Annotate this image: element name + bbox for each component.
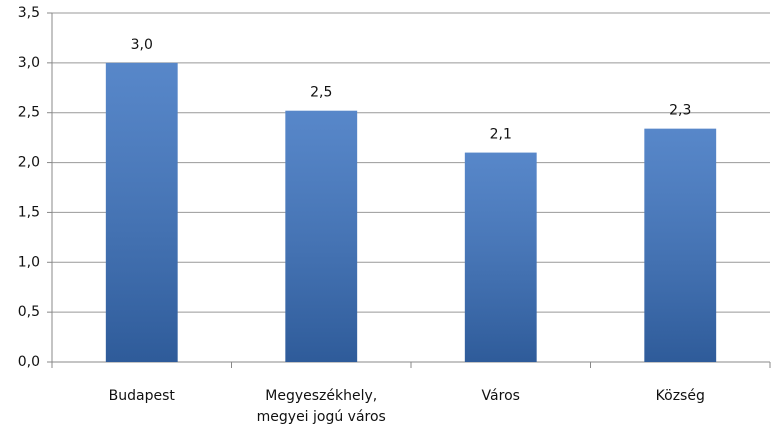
bar-shade: [464, 152, 537, 362]
y-tick-label: 2,0: [18, 155, 40, 171]
y-tick-label: 3,5: [18, 5, 40, 21]
bar-shade: [105, 62, 178, 362]
y-tick-label: 2,5: [18, 105, 40, 121]
bar-shade: [644, 128, 717, 362]
x-tick-label: Város: [482, 388, 520, 404]
bar-shade: [285, 110, 358, 362]
data-label: 3,0: [131, 37, 153, 53]
data-label: 2,3: [669, 103, 691, 119]
x-tick-label: Község: [656, 388, 705, 404]
y-tick-label: 1,5: [18, 204, 40, 220]
x-tick-label: Budapest: [109, 388, 176, 404]
y-tick-label: 0,5: [18, 304, 40, 320]
y-tick-label: 3,0: [18, 55, 40, 71]
x-tick-label: Megyeszékhely, megyei jogú város: [257, 388, 386, 425]
data-label: 2,5: [310, 85, 332, 101]
y-tick-label: 1,0: [18, 254, 40, 270]
y-tick-label: 0,0: [18, 354, 40, 370]
data-label: 2,1: [490, 127, 512, 143]
